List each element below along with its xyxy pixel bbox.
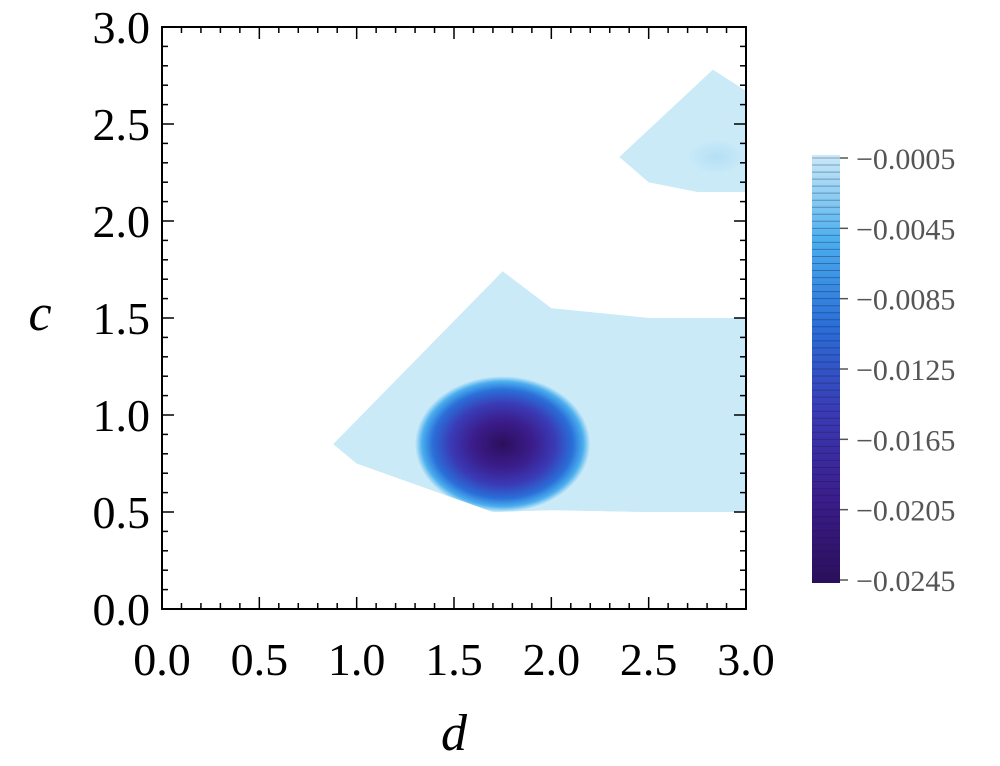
- y-tick-label: 0.0: [93, 584, 151, 635]
- x-axis-label: d: [441, 705, 468, 762]
- axis-ticks: [161, 26, 747, 610]
- y-tick-label: 0.5: [93, 487, 151, 538]
- x-tick-label: 3.0: [717, 634, 775, 685]
- x-tick-labels: 0.0 0.5 1.0 1.5 2.0 2.5 3.0: [133, 634, 775, 685]
- colorbar-tick-label: −0.0245: [856, 565, 955, 598]
- colorbar-tick-label: −0.0045: [856, 213, 955, 246]
- colorbar-gradient: [812, 155, 840, 583]
- colorbar-tick-label: −0.0125: [856, 354, 955, 387]
- x-tick-label: 2.0: [523, 634, 581, 685]
- x-tick-label: 1.5: [425, 634, 483, 685]
- colorbar-tick-label: −0.0165: [856, 424, 955, 457]
- y-tick-label: 2.5: [93, 99, 151, 150]
- lower-well: [333, 271, 746, 512]
- x-tick-label: 2.5: [620, 634, 678, 685]
- upper-well: [619, 69, 746, 192]
- y-tick-label: 1.5: [93, 293, 151, 344]
- x-tick-label: 0.5: [231, 634, 289, 685]
- y-axis-label: c: [28, 285, 51, 342]
- y-tick-label: 3.0: [93, 2, 151, 53]
- colorbar-tick-label: −0.0085: [856, 284, 955, 317]
- x-tick-label: 1.0: [328, 634, 386, 685]
- y-tick-labels: 0.0 0.5 1.0 1.5 2.0 2.5 3.0: [93, 2, 151, 635]
- y-tick-label: 1.0: [93, 390, 151, 441]
- colorbar-tick-labels: −0.0005 −0.0045 −0.0085 −0.0125 −0.0165 −0.02…: [840, 143, 955, 598]
- colorbar: −0.0005 −0.0045 −0.0085 −0.0125 −0.0165 −0.02…: [812, 143, 955, 598]
- y-tick-label: 2.0: [93, 196, 151, 247]
- colorbar-tick-label: −0.0205: [856, 495, 955, 528]
- contour-regions: [333, 69, 746, 512]
- colorbar-tick-label: −0.0005: [856, 143, 955, 176]
- colorbar-contour-lines: [812, 157, 840, 581]
- x-tick-label: 0.0: [133, 634, 191, 685]
